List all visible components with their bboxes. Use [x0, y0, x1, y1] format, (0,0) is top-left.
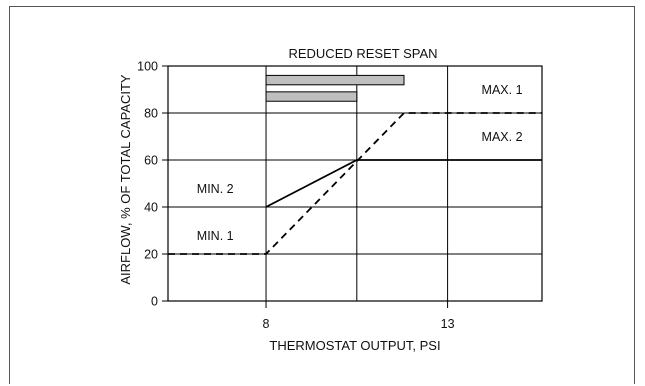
- annotation-label: MAX. 1: [482, 83, 523, 97]
- y-tick-label: 60: [144, 154, 158, 168]
- y-tick-label: 100: [137, 60, 158, 74]
- y-tick-label: 0: [151, 295, 158, 309]
- y-axis-label: AIRFLOW, % OF TOTAL CAPACITY: [118, 74, 133, 285]
- span-bars: [265, 74, 405, 102]
- tick-labels: 0 20 40 60 80 100 8 13: [137, 60, 454, 332]
- annotation-label: MIN. 1: [197, 229, 234, 243]
- series-lines: [168, 112, 542, 255]
- x-tick-label: 13: [441, 317, 455, 331]
- x-axis-label: THERMOSTAT OUTPUT, PSI: [269, 338, 440, 353]
- span-bar: [265, 91, 358, 102]
- plot-border: [167, 65, 543, 302]
- chart-title: REDUCED RESET SPAN: [288, 46, 437, 61]
- figure-frame: [9, 6, 635, 384]
- series-line-dashed: [168, 112, 542, 255]
- y-tick-label: 40: [144, 201, 158, 215]
- y-tick-label: 80: [144, 107, 158, 121]
- y-tick-label: 20: [144, 248, 158, 262]
- annotation-label: MIN. 2: [197, 182, 234, 196]
- span-bar: [265, 74, 405, 86]
- series-line-solid: [265, 159, 542, 208]
- annotations: MIN. 2 MIN. 1 MAX. 1 MAX. 2: [197, 83, 523, 243]
- annotation-label: MAX. 2: [482, 130, 523, 144]
- x-tick-label: 8: [263, 317, 270, 331]
